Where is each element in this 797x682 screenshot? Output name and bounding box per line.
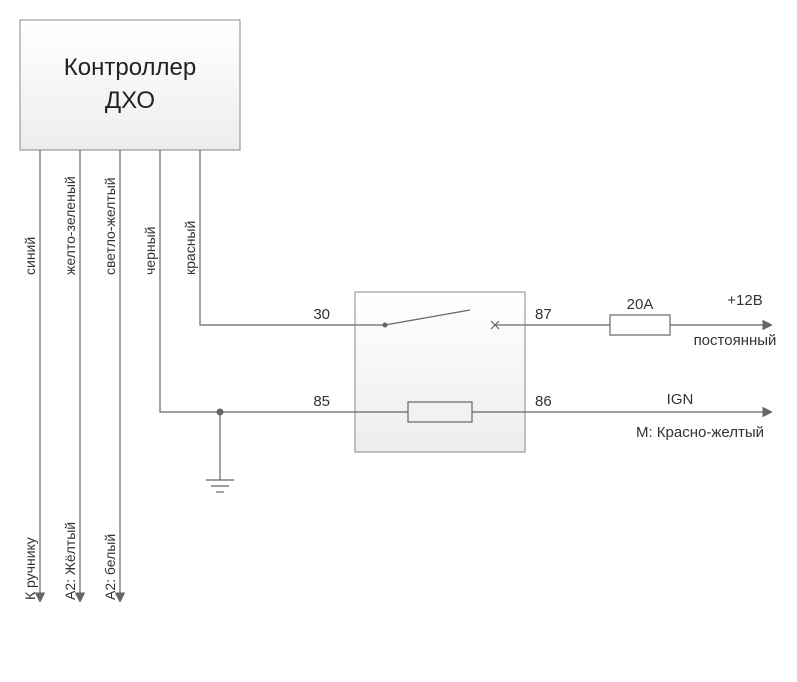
wire-black-to-85 — [160, 150, 355, 412]
wire-color-label-4: красный — [182, 221, 198, 275]
wire-red-to-30 — [200, 150, 355, 325]
output-12v-line2: постоянный — [694, 332, 777, 349]
controller-title-line1: Контроллер — [64, 54, 196, 81]
output-ign-line1: IGN — [667, 391, 694, 408]
pin-85-label: 85 — [313, 393, 330, 410]
pin-87-label: 87 — [535, 306, 552, 323]
wire-bottom-label-1: А2: Жёлтый — [62, 522, 78, 600]
relay-pivot — [383, 323, 388, 328]
output-ign-line2: М: Красно-желтый — [636, 424, 764, 441]
fuse-label: 20А — [627, 296, 654, 313]
output-12v-line1: +12В — [727, 292, 762, 309]
wire-color-label-3: черный — [142, 227, 158, 275]
controller-title-line2: ДХО — [105, 87, 155, 114]
wire-color-label-0: синий — [22, 237, 38, 275]
controller-box — [20, 20, 240, 150]
pin-86-label: 86 — [535, 393, 552, 410]
wire-color-label-1: желто-зеленый — [62, 176, 78, 275]
wire-color-label-2: светло-желтый — [102, 177, 118, 275]
wire-bottom-label-0: К ручнику — [22, 537, 38, 600]
pin-30-label: 30 — [313, 306, 330, 323]
relay-box — [355, 292, 525, 452]
fuse — [610, 315, 670, 335]
wire-bottom-label-2: А2: белый — [102, 534, 118, 600]
